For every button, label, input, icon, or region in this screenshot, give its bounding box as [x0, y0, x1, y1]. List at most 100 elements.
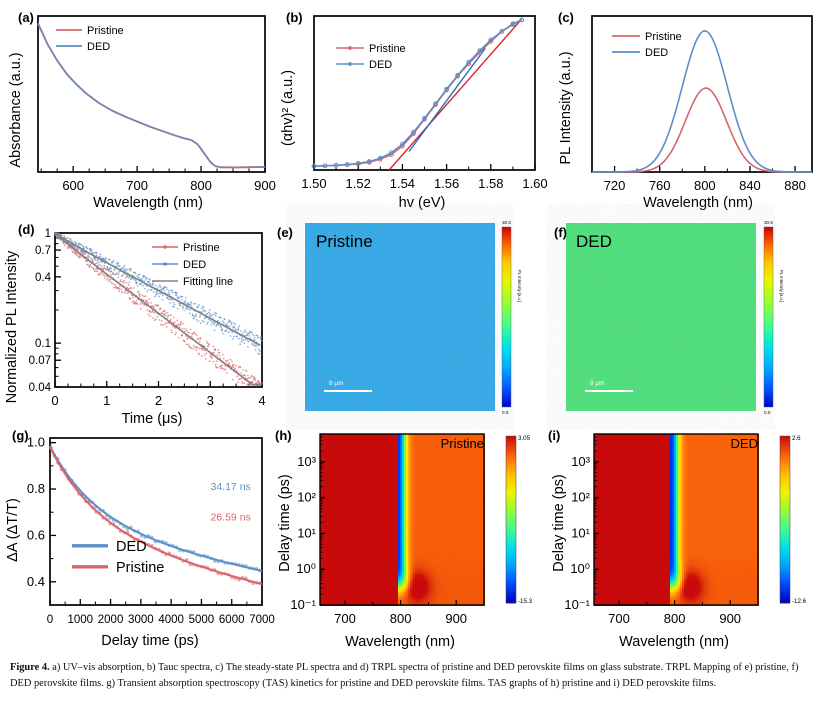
svg-text:700: 700 — [126, 178, 148, 193]
svg-text:DED: DED — [369, 59, 392, 71]
svg-text:1.50: 1.50 — [301, 176, 326, 191]
svg-text:26.59 ns: 26.59 ns — [211, 511, 251, 523]
svg-text:5000: 5000 — [189, 614, 215, 626]
panel-i-map-title: DED — [731, 436, 758, 451]
panel-g-xaxis-title: Delay time (ps) — [101, 633, 199, 649]
svg-text:0: 0 — [51, 393, 58, 408]
svg-text:4000: 4000 — [158, 614, 184, 626]
svg-text:Pristine: Pristine — [87, 25, 124, 37]
panel-f-map-image — [566, 223, 756, 411]
figure-caption-label: Figure 4. — [10, 662, 50, 673]
panel-i-tas-map-ded: (i) 700 800 900 10⁻¹ 10⁰ 10¹ 10² 10³ 2.6 -12.6 D… — [548, 420, 826, 655]
panel-f-trpl-map-ded: (f) DED 8 μm 30.6 0.0 — [550, 215, 826, 420]
svg-text:DED: DED — [87, 41, 110, 53]
svg-text:DED: DED — [183, 259, 206, 271]
panel-g-chart: 0 1000 2000 3000 4000 5000 6000 7000 0.4 0.6 0.8 1.… — [5, 435, 275, 649]
svg-text:3: 3 — [207, 393, 214, 408]
svg-text:DED: DED — [116, 539, 147, 555]
svg-text:1: 1 — [103, 393, 110, 408]
panel-g-tas-kinetics: (g) 0 1000 2000 3000 4000 5000 6000 7000 0.4 0.6 0… — [0, 420, 275, 655]
svg-text:0.7: 0.7 — [35, 245, 51, 257]
panel-e-map-title: Pristine — [316, 232, 373, 251]
panel-a-uvvis-absorption: (a) 600 700 800 900 Pristine DED Wavelength … — [0, 0, 276, 215]
panel-f-label: (f) — [554, 225, 567, 240]
svg-text:1.56: 1.56 — [434, 176, 459, 191]
svg-text:1.60: 1.60 — [522, 176, 547, 191]
panel-d-trpl-spectra: (d) 0 1 2 3 4 1 0.7 0.4 0.1 0.07 0.04 Pristine DED F… — [0, 215, 275, 430]
panel-b-chart: 1.50 1.52 1.54 1.56 1.58 1.60 Pristine DED hv … — [280, 15, 548, 211]
panel-a-yaxis-title: Absorbance (a.u.) — [8, 52, 24, 167]
panel-a-chart: 600 700 800 900 Pristine DED Wavelength (nm)… — [8, 15, 276, 211]
panel-f-colorbar: 30.6 0.0 PL Intensity [a.u.] — [763, 220, 784, 415]
svg-text:0.8: 0.8 — [27, 481, 45, 496]
panel-c-xaxis-title: Wavelength (nm) — [643, 195, 753, 211]
svg-text:Pristine: Pristine — [645, 31, 682, 43]
svg-text:1: 1 — [45, 228, 51, 240]
panel-b-tauc-spectra: (b) 1.50 1.52 1.54 1.56 1.58 1.60 Pristine DED… — [272, 0, 550, 215]
panel-f-colorbar-min: 0.0 — [764, 410, 771, 415]
panel-h-yaxis-title: Delay time (ps) — [277, 474, 293, 572]
panel-e-map-image — [305, 223, 495, 411]
figure-4: (a) 600 700 800 900 Pristine DED Wavelength … — [0, 0, 826, 655]
panel-b-label: (b) — [286, 10, 303, 25]
panel-e-trpl-map-pristine: (e) — [272, 215, 550, 420]
panel-f-colorbar-label: PL Intensity [a.u.] — [779, 270, 784, 302]
svg-text:DED: DED — [645, 47, 668, 59]
panel-i-label: (i) — [548, 428, 561, 443]
panel-e-colorbar-min: 0.0 — [502, 410, 509, 415]
panel-e-scalebar: 8 μm — [324, 380, 372, 392]
panel-b-xaxis-title: hv (eV) — [399, 195, 446, 211]
panel-e-colorbar-label: PL Intensity [a.u.] — [517, 270, 522, 302]
svg-text:720: 720 — [604, 178, 626, 193]
svg-text:Fitting line: Fitting line — [183, 276, 233, 288]
svg-text:1.54: 1.54 — [390, 176, 415, 191]
svg-text:0.6: 0.6 — [27, 527, 45, 542]
panel-h-label: (h) — [275, 428, 292, 443]
panel-f-map-title: DED — [576, 232, 612, 251]
svg-text:0.1: 0.1 — [35, 338, 51, 350]
svg-text:3000: 3000 — [128, 614, 154, 626]
svg-text:0.07: 0.07 — [29, 355, 51, 367]
svg-text:7000: 7000 — [249, 614, 275, 626]
svg-text:2000: 2000 — [98, 614, 124, 626]
svg-text:1000: 1000 — [67, 614, 93, 626]
panel-h-map-title: Pristine — [441, 436, 484, 451]
panel-g-label: (g) — [12, 428, 29, 443]
panel-d-xaxis-title: Time (μs) — [122, 411, 183, 427]
panel-e-scalebar-label: 8 μm — [329, 380, 344, 387]
panel-e-colorbar: 30.6 0.0 PL Intensity [a.u.] — [501, 220, 522, 415]
svg-text:1.58: 1.58 — [478, 176, 503, 191]
svg-text:0.04: 0.04 — [29, 382, 52, 394]
svg-text:880: 880 — [784, 178, 806, 193]
panel-f-colorbar-max: 30.6 — [764, 220, 773, 225]
panel-c-label: (c) — [558, 10, 574, 25]
svg-text:Pristine: Pristine — [369, 43, 406, 55]
panel-h-xaxis-title: Wavelength (nm) — [345, 634, 455, 650]
panel-f-scalebar-label: 8 μm — [590, 380, 605, 387]
panel-h-tas-map-pristine: (h) 700 800 900 10⁻¹ 10⁰ 10¹ 10² 10³ 3.05 -15.3 … — [272, 420, 550, 655]
svg-text:1.52: 1.52 — [346, 176, 371, 191]
svg-text:Pristine: Pristine — [116, 560, 164, 576]
svg-text:0.4: 0.4 — [35, 272, 52, 284]
svg-text:800: 800 — [190, 178, 212, 193]
svg-text:6000: 6000 — [219, 614, 245, 626]
svg-text:4: 4 — [258, 393, 265, 408]
panel-a-xaxis-title: Wavelength (nm) — [93, 195, 203, 211]
panel-f-scalebar: 8 μm — [585, 380, 633, 392]
svg-text:760: 760 — [649, 178, 671, 193]
panel-b-yaxis-title: (αhv)² (a.u.) — [280, 70, 296, 146]
svg-text:600: 600 — [62, 178, 84, 193]
panel-e-map: Pristine 8 μm 30.6 0.0 PL Intensity [a.u… — [305, 220, 522, 415]
svg-text:0: 0 — [47, 614, 53, 626]
panel-i-yaxis-title: Delay time (ps) — [551, 474, 567, 572]
svg-text:Pristine: Pristine — [183, 242, 220, 254]
panel-d-chart: 0 1 2 3 4 1 0.7 0.4 0.1 0.07 0.04 Pristine DED Fitti… — [4, 228, 266, 427]
panel-i-xaxis-title: Wavelength (nm) — [619, 634, 729, 650]
panel-d-yaxis-title: Normalized PL Intensity — [4, 250, 20, 403]
panel-c-steady-state-pl: (c) 720 760 800 840 880 Pristine DED Waveleng… — [550, 0, 826, 215]
panel-a-label: (a) — [18, 10, 34, 25]
figure-caption-text: a) UV–vis absorption, b) Tauc spectra, c… — [10, 662, 799, 690]
svg-text:800: 800 — [694, 178, 716, 193]
